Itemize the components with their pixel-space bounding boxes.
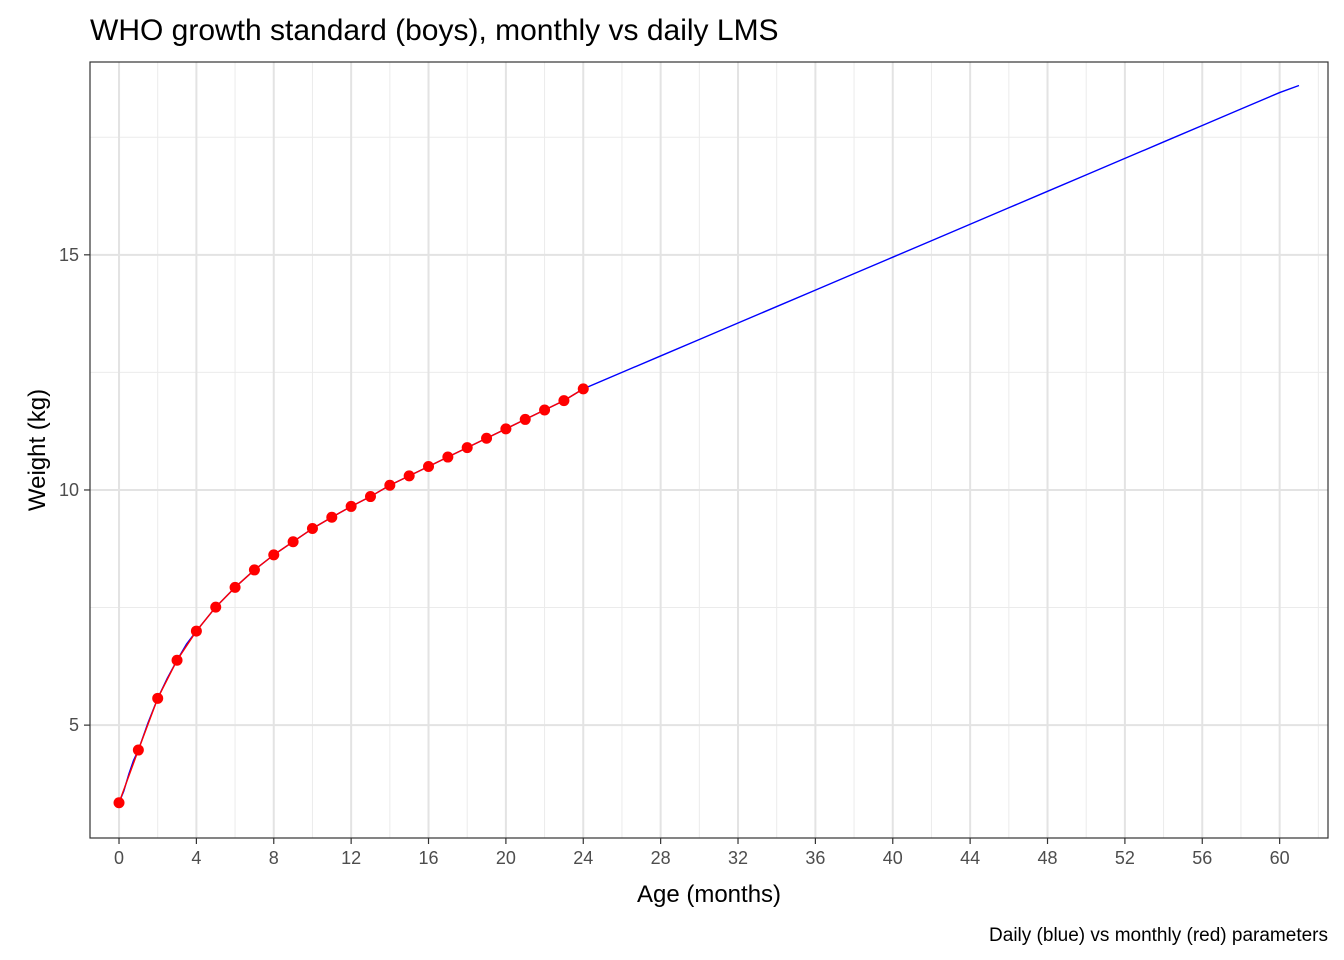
grid-major — [90, 62, 1328, 838]
monthly-point — [190, 625, 202, 637]
y-tick-label: 15 — [59, 245, 79, 265]
monthly-point — [577, 383, 589, 395]
x-axis: 0 4 8 12 16 20 24 28 32 36 40 44 48 52 56 60 — [114, 838, 1290, 868]
monthly-point — [268, 549, 280, 561]
monthly-point — [558, 395, 570, 407]
monthly-point — [423, 460, 435, 472]
x-tick-label: 44 — [960, 848, 980, 868]
monthly-point — [403, 470, 415, 482]
x-tick-label: 16 — [419, 848, 439, 868]
monthly-point — [384, 479, 396, 491]
grid-minor — [90, 62, 1328, 838]
x-tick-label: 60 — [1270, 848, 1290, 868]
x-tick-label: 4 — [191, 848, 201, 868]
monthly-point — [152, 692, 164, 704]
monthly-point — [481, 432, 493, 444]
monthly-point — [442, 451, 454, 463]
chart-title: WHO growth standard (boys), monthly vs d… — [90, 14, 779, 47]
monthly-point — [248, 564, 260, 576]
monthly-point — [326, 511, 338, 523]
x-tick-label: 36 — [805, 848, 825, 868]
x-axis-title: Age (months) — [637, 881, 781, 908]
x-tick-label: 48 — [1038, 848, 1058, 868]
x-tick-label: 32 — [728, 848, 748, 868]
monthly-point — [132, 744, 144, 756]
y-tick-label: 10 — [59, 480, 79, 500]
y-tick-label: 5 — [69, 715, 79, 735]
x-tick-label: 56 — [1192, 848, 1212, 868]
series-layer — [113, 84, 1300, 809]
x-tick-label: 12 — [341, 848, 361, 868]
monthly-point — [539, 404, 551, 416]
y-axis: 5 10 15 — [59, 245, 90, 735]
monthly-point — [364, 491, 376, 503]
x-tick-label: 52 — [1115, 848, 1135, 868]
x-tick-label: 8 — [269, 848, 279, 868]
monthly-point — [306, 523, 318, 535]
monthly-point — [171, 654, 183, 666]
x-tick-label: 24 — [573, 848, 593, 868]
monthly-point — [500, 423, 512, 435]
y-axis-title: Weight (kg) — [24, 389, 51, 511]
monthly-point — [345, 500, 357, 512]
monthly-point — [229, 581, 241, 593]
monthly-point — [461, 442, 473, 454]
plot-border — [89, 61, 1329, 839]
monthly-point — [519, 413, 531, 425]
x-tick-label: 0 — [114, 848, 124, 868]
monthly-point — [210, 601, 222, 613]
x-tick-label: 40 — [883, 848, 903, 868]
monthly-point — [113, 797, 125, 809]
x-tick-label: 28 — [651, 848, 671, 868]
chart-caption: Daily (blue) vs monthly (red) parameters — [989, 925, 1328, 946]
monthly-point — [287, 536, 299, 548]
x-tick-label: 20 — [496, 848, 516, 868]
plot-panel — [90, 62, 1328, 838]
